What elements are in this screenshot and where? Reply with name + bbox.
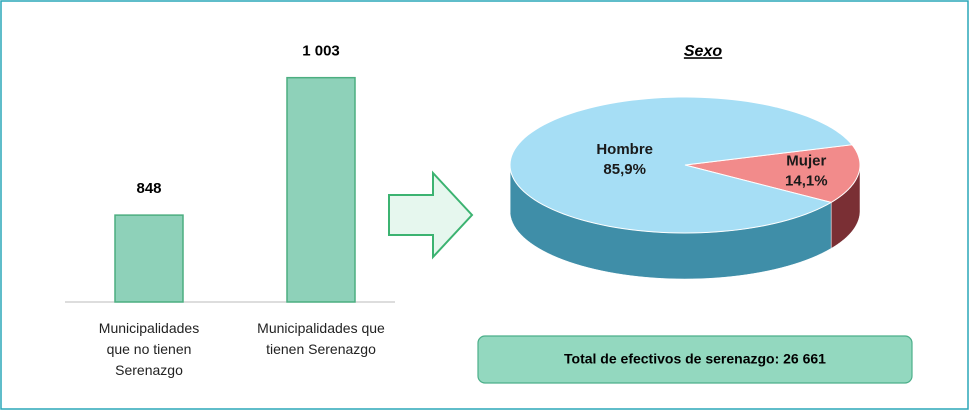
- pie-slice: [509, 96, 854, 234]
- value-label: 848: [136, 180, 161, 197]
- pie-value: 85,9%: [603, 161, 646, 178]
- bar: [114, 214, 184, 303]
- pie-slice: [684, 144, 861, 203]
- summary-text: Total de efectivos de serenazgo: 26 661: [564, 351, 826, 367]
- summary-box: [477, 335, 913, 384]
- pie-value: 14,1%: [785, 173, 828, 190]
- category-label: Municipalidades que no tienen Serenazgo: [98, 320, 200, 378]
- arrow: [388, 170, 474, 260]
- category-label: Municipalidades que tienen Serenazgo: [257, 320, 385, 357]
- bar: [286, 76, 356, 303]
- pie-label: Hombre: [596, 141, 653, 158]
- pie-title: Sexo: [684, 43, 722, 60]
- pie-label: Mujer: [786, 153, 826, 170]
- value-label: 1 003: [302, 43, 340, 60]
